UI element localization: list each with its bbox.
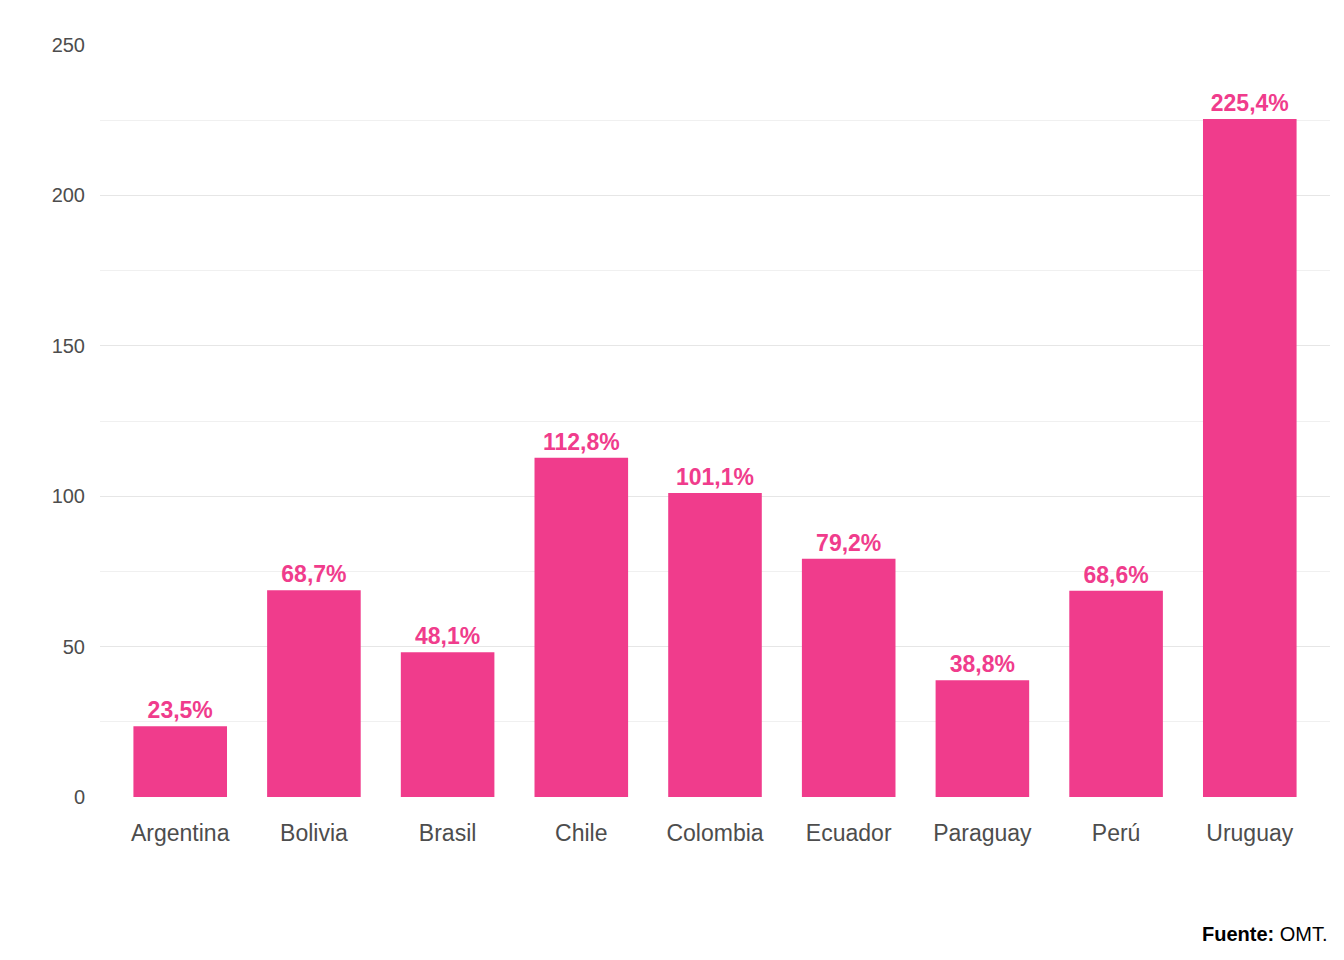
svg-text:101,1%: 101,1% [676, 464, 754, 490]
svg-text:Paraguay: Paraguay [933, 820, 1032, 846]
svg-text:200: 200 [52, 184, 85, 206]
svg-text:150: 150 [52, 335, 85, 357]
svg-text:Uruguay: Uruguay [1206, 820, 1293, 846]
svg-text:Ecuador: Ecuador [806, 820, 892, 846]
svg-text:79,2%: 79,2% [816, 530, 881, 556]
svg-text:23,5%: 23,5% [148, 697, 213, 723]
svg-text:Fuente: OMT.: Fuente: OMT. [1202, 923, 1328, 945]
svg-text:Argentina: Argentina [131, 820, 230, 846]
svg-text:68,6%: 68,6% [1083, 562, 1148, 588]
svg-text:Colombia: Colombia [666, 820, 763, 846]
svg-text:Bolivia: Bolivia [280, 820, 348, 846]
svg-text:225,4%: 225,4% [1211, 90, 1289, 116]
svg-text:Perú: Perú [1092, 820, 1141, 846]
svg-text:Brasil: Brasil [419, 820, 477, 846]
svg-text:0: 0 [74, 786, 85, 808]
svg-text:38,8%: 38,8% [950, 651, 1015, 677]
svg-text:68,7%: 68,7% [281, 561, 346, 587]
svg-text:48,1%: 48,1% [415, 623, 480, 649]
svg-text:112,8%: 112,8% [543, 429, 620, 455]
svg-text:100: 100 [52, 485, 85, 507]
svg-text:250: 250 [52, 34, 85, 56]
svg-text:50: 50 [63, 636, 85, 658]
svg-text:Chile: Chile [555, 820, 607, 846]
